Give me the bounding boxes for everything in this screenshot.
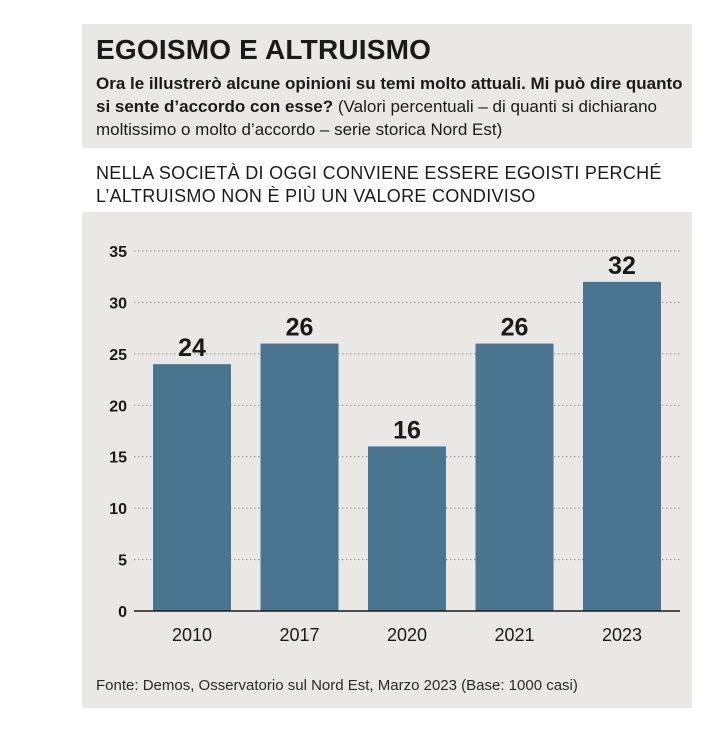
x-tick-label: 2023 (602, 625, 642, 645)
bar-value-label: 26 (286, 314, 314, 342)
chart-heading: NELLA SOCIETÀ DI OGGI CONVIENE ESSERE EG… (96, 163, 662, 206)
y-tick-label: 35 (109, 244, 127, 261)
bar (153, 364, 231, 611)
bar-value-label: 16 (393, 416, 421, 444)
bar (368, 446, 446, 611)
subtitle-question: Ora le illustrerò alcune opinioni su tem… (96, 74, 683, 116)
x-tick-label: 2010 (172, 625, 212, 645)
x-tick-label: 2020 (387, 625, 427, 645)
y-tick-label: 30 (109, 295, 127, 312)
bar-value-label: 32 (608, 252, 636, 280)
y-tick-label: 20 (109, 398, 127, 415)
y-tick-label: 15 (109, 450, 127, 467)
bar (475, 343, 554, 611)
chart-heading-box (82, 148, 692, 212)
bar-chart: 0 5 10 15 20 25 30 35 24 2010 26 2017 16 2020 26 2021 32… (109, 244, 680, 645)
subtitle: Ora le illustrerò alcune opinioni su tem… (96, 72, 686, 141)
subtitle-note: (Valori percentuali – di quanti si dichi… (96, 97, 657, 139)
y-tick-label: 25 (109, 347, 127, 364)
y-tick-label: 0 (118, 604, 127, 621)
bar-value-label: 24 (178, 334, 206, 362)
bar-value-label: 26 (501, 314, 529, 342)
page-title: EGOISMO E ALTRUISMO (96, 34, 432, 65)
x-tick-label: 2017 (279, 625, 319, 645)
y-tick-label: 10 (109, 501, 127, 518)
source-note: Fonte: Demos, Osservatorio sul Nord Est,… (96, 677, 578, 694)
x-tick-label: 2021 (494, 625, 534, 645)
y-tick-label: 5 (118, 553, 127, 570)
bar (260, 343, 339, 611)
bar (583, 281, 661, 611)
